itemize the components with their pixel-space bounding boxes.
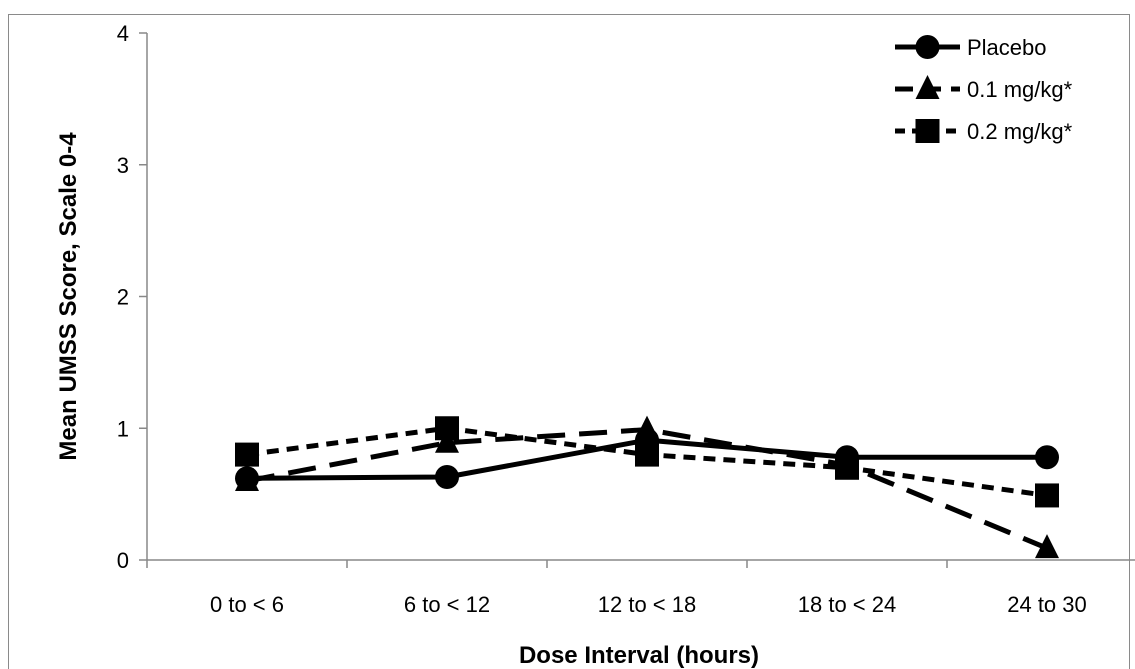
y-ticks: 0 1 2 3 4	[117, 21, 147, 573]
data-point-square	[1035, 483, 1059, 508]
data-point-square	[915, 119, 940, 143]
axes	[146, 33, 1135, 561]
data-point-circle	[435, 464, 459, 489]
y-tick-label: 2	[117, 285, 129, 310]
series-triangle	[235, 415, 1059, 559]
data-point-square	[835, 455, 859, 480]
y-axis-title: Mean UMSS Score, Scale 0-4	[55, 132, 82, 461]
x-ticks: 0 to < 6 6 to < 12 12 to < 18 18 to < 24 24 …	[146, 560, 1087, 617]
x-tick-label: 6 to < 12	[404, 592, 490, 617]
y-tick-label: 1	[117, 416, 129, 441]
x-tick-label: 0 to < 6	[210, 592, 284, 617]
data-point-circle	[1035, 445, 1059, 470]
y-tick-label: 4	[117, 21, 129, 46]
data-point-square	[635, 442, 659, 467]
data-point-triangle	[235, 466, 259, 491]
data-point-circle	[915, 35, 940, 59]
series-group	[235, 415, 1059, 559]
y-tick-label: 3	[117, 153, 129, 178]
x-tick-label: 12 to < 18	[598, 592, 696, 617]
x-axis-title: Dose Interval (hours)	[519, 642, 759, 669]
data-point-square	[235, 442, 259, 467]
legend-label: Placebo	[967, 35, 1047, 60]
data-point-square	[435, 416, 459, 441]
data-point-triangle	[915, 75, 940, 99]
data-point-triangle	[635, 415, 659, 440]
legend-label: 0.1 mg/kg*	[967, 77, 1073, 102]
data-point-triangle	[1035, 534, 1059, 559]
y-tick-label: 0	[117, 548, 129, 573]
x-tick-label: 18 to < 24	[798, 592, 896, 617]
series-square	[235, 416, 1059, 508]
data-point-triangle	[435, 428, 459, 453]
x-tick-label: 24 to 30	[1007, 592, 1087, 617]
legend-label: 0.2 mg/kg*	[967, 119, 1073, 144]
legend: Placebo 0.1 mg/kg* 0.2 mg/kg*	[895, 35, 1073, 144]
chart-frame	[8, 14, 1130, 669]
